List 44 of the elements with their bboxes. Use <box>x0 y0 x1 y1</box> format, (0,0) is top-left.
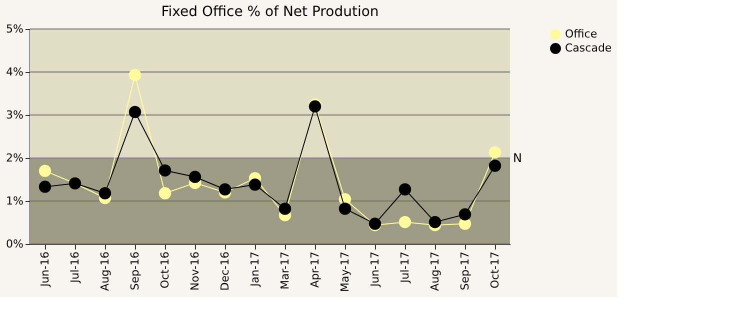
x-tick-label: Dec-16 <box>218 252 232 291</box>
x-tick-label: Sep-16 <box>128 252 142 290</box>
point <box>398 216 412 228</box>
x-tick-label: Oct-17 <box>488 252 502 288</box>
x-tick-label: Jun-17 <box>368 252 382 288</box>
point <box>338 202 352 215</box>
point <box>98 187 112 200</box>
x-tick-label: Aug-17 <box>428 252 442 291</box>
x-tick-label: Jul-16 <box>68 252 82 284</box>
x-tick-label: Nov-16 <box>188 252 202 291</box>
legend-label: Office <box>565 28 598 40</box>
y-tick-label: 0% <box>6 238 24 250</box>
point <box>158 187 172 200</box>
point <box>218 183 232 196</box>
point <box>128 68 142 82</box>
point <box>488 146 502 159</box>
legend-label: Cascade <box>565 42 612 54</box>
chart-title: Fixed Office % of Net Prodution <box>161 4 379 20</box>
y-tick-label: 3% <box>6 108 24 122</box>
x-tick-label: Sep-17 <box>458 252 472 290</box>
point <box>428 216 442 228</box>
y-tick-label: 5% <box>6 22 24 36</box>
point <box>248 178 262 191</box>
x-tick-label: Aug-16 <box>98 252 112 291</box>
point <box>458 208 472 220</box>
ref-line-label: N <box>513 151 522 165</box>
point <box>398 183 412 196</box>
point <box>128 106 142 118</box>
point <box>278 202 292 215</box>
x-tick-label: Mar-17 <box>278 252 292 290</box>
x-tick-label: Apr-17 <box>308 252 322 288</box>
x-tick-label: Jan-17 <box>248 252 262 288</box>
x-tick-label: Jul-17 <box>398 252 412 284</box>
point <box>38 164 52 178</box>
y-tick-label: 2% <box>6 152 24 164</box>
x-tick-label: May-17 <box>338 252 352 292</box>
point <box>488 160 502 172</box>
x-tick-label: Oct-16 <box>158 252 172 288</box>
point <box>38 180 52 193</box>
y-tick-label: 4% <box>6 66 24 78</box>
x-tick-label: Jun-16 <box>38 252 52 288</box>
point <box>158 164 172 177</box>
point <box>188 170 202 184</box>
y-tick-label: 1% <box>6 194 24 208</box>
